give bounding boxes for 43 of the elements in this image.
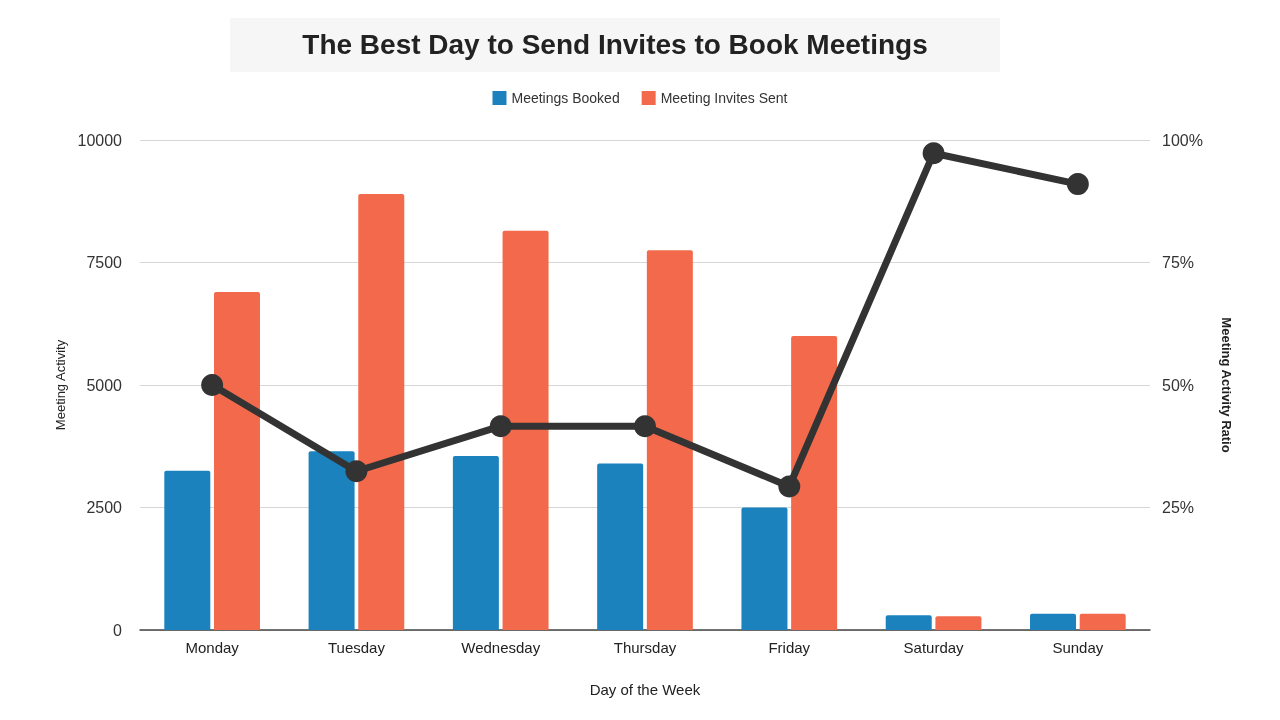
y-tick-label: 0	[113, 621, 123, 639]
bar	[452, 456, 499, 630]
y-tick-label: 2500	[86, 499, 123, 516]
bar	[213, 291, 260, 630]
point	[201, 374, 224, 396]
bar	[1030, 613, 1077, 630]
x-tick-label: Monday	[185, 639, 240, 656]
y2-tick-label: 50%	[1162, 376, 1195, 394]
bar	[741, 507, 788, 630]
point	[922, 142, 945, 165]
bar	[646, 250, 693, 630]
y2-tick-label: 25%	[1162, 499, 1195, 516]
x-axis-title: Day of the Week	[589, 681, 701, 698]
y-axis-title: Meeting Activity	[52, 339, 68, 431]
point	[345, 460, 368, 483]
y-tick-label: 10000	[77, 131, 123, 149]
point	[778, 475, 801, 498]
x-tick-label: Sunday	[1052, 639, 1104, 656]
bar	[358, 193, 405, 630]
bar	[1079, 613, 1126, 630]
chart-title: The Best Day to Send Invites to Book Meetings	[230, 18, 1000, 72]
bar	[885, 615, 932, 630]
y-tick-label: 5000	[86, 376, 123, 394]
legend-label: Meetings Booked	[511, 90, 620, 106]
bar	[597, 463, 644, 630]
y-tick-label: 7500	[86, 254, 123, 271]
point	[634, 415, 656, 438]
point	[489, 415, 512, 438]
x-tick-label: Wednesday	[461, 639, 541, 656]
y2-tick-label: 75%	[1162, 254, 1195, 271]
bar	[164, 470, 211, 630]
bar	[791, 336, 838, 630]
bar	[935, 616, 982, 630]
x-tick-label: Saturday	[903, 639, 965, 656]
y2-axis-title: Meeting Activity Ratio	[1219, 317, 1234, 453]
bar	[308, 451, 355, 630]
x-tick-label: Thursday	[613, 639, 677, 656]
x-tick-label: Friday	[768, 639, 811, 656]
bar	[502, 230, 549, 630]
y2-tick-label: 100%	[1162, 131, 1203, 149]
point	[1066, 173, 1089, 196]
x-tick-label: Tuesday	[327, 639, 386, 656]
legend-label: Meeting Invites Sent	[660, 90, 788, 106]
